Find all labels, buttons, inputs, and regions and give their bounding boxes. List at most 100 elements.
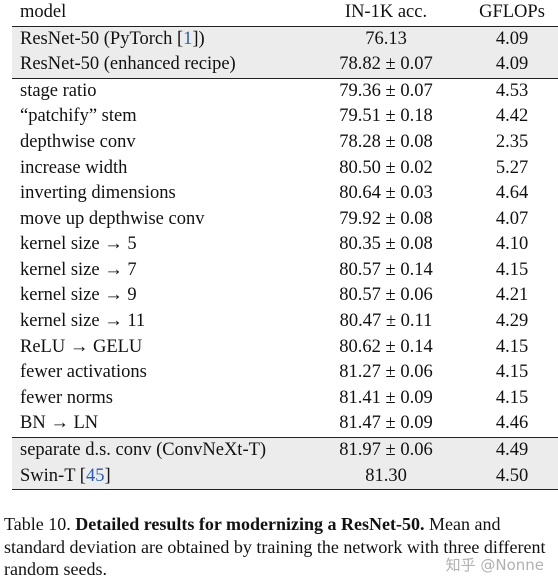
table-row: BN → LN 81.47 ± 0.09 4.46	[12, 411, 558, 437]
table-row: fewer norms 81.41 ± 0.09 4.15	[12, 386, 558, 412]
model-name: kernel size → 7	[20, 259, 137, 280]
cell-model: fewer activations	[12, 360, 306, 386]
cell-gflops: 4.09	[466, 52, 558, 79]
results-table-container: model IN-1K acc. GFLOPs ResNet-50 (PyTor…	[12, 0, 558, 491]
model-name: increase width	[20, 157, 128, 178]
model-name: fewer activations	[20, 362, 147, 383]
cell-model: stage ratio	[12, 77, 306, 105]
caption-prefix: Table 10.	[4, 514, 71, 534]
table-row: kernel size → 11 80.47 ± 0.11 4.29	[12, 309, 558, 335]
cell-accuracy: 80.50 ± 0.02	[339, 157, 433, 178]
cell-accuracy: 80.47 ± 0.11	[339, 311, 433, 332]
model-name: kernel size → 9	[20, 285, 137, 306]
table-body: ResNet-50 (PyTorch [1]) 76.13 4.09 ResNet-5…	[12, 26, 558, 491]
table-header: model IN-1K acc. GFLOPs	[12, 0, 558, 26]
table-row: separate d.s. conv (ConvNeXt-T) 81.97 ± 0…	[12, 436, 558, 464]
cell-model: increase width	[12, 155, 306, 181]
cell-model: kernel size → 11	[12, 309, 306, 335]
caption-text: Mean and standard deviation are obtained…	[4, 514, 546, 579]
model-name: “patchify” stem	[20, 106, 137, 127]
cell-accuracy: 80.64 ± 0.03	[339, 183, 433, 204]
table-row: ResNet-50 (PyTorch [1]) 76.13 4.09	[12, 26, 558, 53]
cell-gflops: 4.53	[466, 77, 558, 105]
table-row: kernel size → 9 80.57 ± 0.06 4.21	[12, 283, 558, 309]
header-gflops: GFLOPs	[479, 2, 545, 22]
cell-accuracy: 80.57 ± 0.06	[339, 285, 433, 306]
cell-accuracy: 81.27 ± 0.06	[339, 362, 433, 383]
cell-accuracy: 80.35 ± 0.08	[339, 234, 433, 255]
cell-accuracy: 80.62 ± 0.14	[339, 336, 433, 357]
cell-accuracy: 78.28 ± 0.08	[339, 131, 433, 152]
cell-model: move up depthwise conv	[12, 207, 306, 233]
cell-accuracy: 81.30	[306, 463, 466, 491]
cell-model: ResNet-50 (enhanced recipe)	[12, 52, 306, 79]
cell-accuracy: 81.47 ± 0.09	[339, 413, 433, 434]
cell-gflops: 4.15	[495, 336, 529, 357]
model-name: BN → LN	[20, 413, 99, 434]
cell-model: inverting dimensions	[12, 181, 306, 207]
cell-model: kernel size → 5	[12, 232, 306, 258]
table-row: “patchify” stem 79.51 ± 0.18 4.42	[12, 104, 558, 130]
table-row: kernel size → 7 80.57 ± 0.14 4.15	[12, 258, 558, 284]
model-name: separate d.s. conv (ConvNeXt-T)	[20, 440, 267, 461]
model-name: fewer norms	[20, 387, 113, 408]
model-name: ResNet-50 (PyTorch [	[20, 28, 184, 49]
cell-model: separate d.s. conv (ConvNeXt-T)	[12, 436, 306, 464]
model-name-suffix: ])	[192, 28, 205, 49]
cell-gflops: 4.09	[466, 26, 558, 53]
cell-gflops: 4.42	[495, 106, 529, 127]
cell-model: BN → LN	[12, 411, 306, 437]
cell-gflops: 5.27	[495, 157, 529, 178]
table-row: stage ratio 79.36 ± 0.07 4.53	[12, 77, 558, 105]
table-caption: Table 10. Detailed results for modernizi…	[4, 513, 554, 581]
cell-model: kernel size → 7	[12, 258, 306, 284]
cell-gflops: 4.49	[466, 436, 558, 464]
table-row: depthwise conv 78.28 ± 0.08 2.35	[12, 130, 558, 156]
cell-model: ReLU → GELU	[12, 335, 306, 361]
cell-gflops: 2.35	[495, 131, 529, 152]
cell-gflops: 4.15	[495, 259, 529, 280]
cell-model: ResNet-50 (PyTorch [1])	[12, 26, 306, 53]
cell-gflops: 4.50	[466, 463, 558, 491]
header-row: model IN-1K acc. GFLOPs	[12, 0, 558, 26]
cell-model: depthwise conv	[12, 130, 306, 156]
cell-accuracy: 79.51 ± 0.18	[339, 106, 433, 127]
cell-accuracy: 78.82 ± 0.07	[306, 52, 466, 79]
model-name: kernel size → 5	[20, 234, 137, 255]
citation-link[interactable]: 45	[85, 465, 105, 486]
model-name: stage ratio	[20, 80, 97, 101]
model-name: move up depthwise conv	[20, 208, 205, 229]
table-row: inverting dimensions 80.64 ± 0.03 4.64	[12, 181, 558, 207]
cell-accuracy: 79.92 ± 0.08	[339, 208, 433, 229]
cell-model: Swin-T [45]	[12, 463, 306, 491]
cell-accuracy: 81.41 ± 0.09	[339, 387, 433, 408]
cell-gflops: 4.15	[495, 362, 529, 383]
table-row: fewer activations 81.27 ± 0.06 4.15	[12, 360, 558, 386]
cell-model: kernel size → 9	[12, 283, 306, 309]
table-row: ResNet-50 (enhanced recipe) 78.82 ± 0.07 4…	[12, 52, 558, 79]
cell-gflops: 4.07	[495, 208, 529, 229]
cell-gflops: 4.64	[495, 183, 529, 204]
cell-gflops: 4.46	[495, 413, 529, 434]
model-name-suffix: ]	[104, 465, 111, 486]
cell-accuracy: 80.57 ± 0.14	[339, 259, 433, 280]
model-name: Swin-T [	[20, 465, 86, 486]
cell-gflops: 4.10	[495, 234, 529, 255]
cell-model: “patchify” stem	[12, 104, 306, 130]
model-name: ResNet-50 (enhanced recipe)	[20, 54, 236, 75]
header-model: model	[20, 2, 67, 22]
citation-link[interactable]: 1	[183, 28, 193, 49]
table-row: kernel size → 5 80.35 ± 0.08 4.10	[12, 232, 558, 258]
cell-gflops: 4.21	[495, 285, 529, 306]
table-row: move up depthwise conv 79.92 ± 0.08 4.07	[12, 207, 558, 233]
cell-accuracy: 81.97 ± 0.06	[306, 436, 466, 464]
cell-accuracy: 79.36 ± 0.07	[306, 77, 466, 105]
cell-gflops: 4.29	[495, 311, 529, 332]
watermark: 知乎 @Nonne	[445, 556, 544, 574]
cell-model: fewer norms	[12, 386, 306, 412]
cell-gflops: 4.15	[495, 387, 529, 408]
table-row: Swin-T [45] 81.30 4.50	[12, 463, 558, 491]
model-name: inverting dimensions	[20, 183, 176, 204]
cell-accuracy: 76.13	[306, 26, 466, 53]
table-row: increase width 80.50 ± 0.02 5.27	[12, 155, 558, 181]
